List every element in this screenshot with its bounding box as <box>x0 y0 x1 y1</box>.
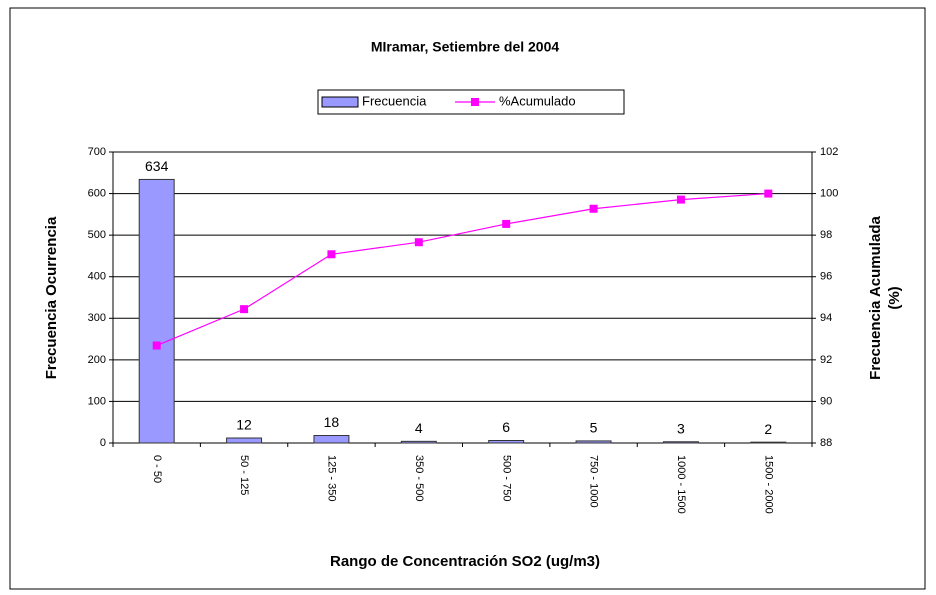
data-label: 5 <box>590 420 598 436</box>
marker <box>676 195 685 204</box>
bar <box>226 437 263 444</box>
y-tick-label: 500 <box>88 229 106 241</box>
marker <box>240 305 249 314</box>
y-tick-label: 100 <box>88 395 106 407</box>
bar <box>662 441 699 444</box>
legend-label: %Acumulado <box>499 93 576 108</box>
x-tick-label: 500 - 750 <box>500 455 512 501</box>
marker <box>502 219 511 228</box>
y2-tick-label: 102 <box>820 146 838 158</box>
y-tick-label: 600 <box>88 187 106 199</box>
marker <box>414 238 423 247</box>
y2-tick-label: 96 <box>820 271 832 283</box>
y-tick-label: 300 <box>88 312 106 324</box>
bar <box>138 178 175 444</box>
data-label: 4 <box>415 420 423 436</box>
legend-swatch <box>321 96 359 108</box>
marker <box>327 250 336 259</box>
legend-label: Frecuencia <box>362 93 427 108</box>
x-tick-label: 1500 - 2000 <box>762 455 774 514</box>
bar <box>488 440 525 444</box>
legend-marker <box>471 98 479 106</box>
data-label: 12 <box>236 417 252 433</box>
y2-axis-title: (%) <box>886 286 903 309</box>
y-tick-label: 700 <box>88 146 106 158</box>
y2-tick-label: 100 <box>820 187 838 199</box>
data-label: 18 <box>324 414 340 430</box>
y2-tick-label: 88 <box>820 437 832 449</box>
y-tick-label: 0 <box>100 437 106 449</box>
y-tick-label: 400 <box>88 271 106 283</box>
data-label: 2 <box>764 421 772 437</box>
y-tick-label: 200 <box>88 354 106 366</box>
marker <box>152 341 161 350</box>
bar <box>575 440 612 444</box>
bar <box>400 440 437 444</box>
bar <box>313 435 350 444</box>
bar <box>750 441 787 444</box>
marker <box>589 204 598 213</box>
line <box>156 192 769 347</box>
y2-tick-label: 94 <box>820 312 832 324</box>
y2-tick-label: 90 <box>820 395 832 407</box>
x-tick-label: 50 - 125 <box>238 455 250 495</box>
y-axis-title: Frecuencia Ocurrencia <box>43 216 60 379</box>
marker <box>764 189 773 198</box>
x-tick-label: 0 - 50 <box>151 455 163 483</box>
y2-axis-title: Frecuencia Acumulada <box>867 216 884 380</box>
x-tick-label: 350 - 500 <box>413 455 425 501</box>
y2-tick-label: 92 <box>820 354 832 366</box>
chart-title: MIramar, Setiembre del 2004 <box>371 39 560 55</box>
data-label: 634 <box>145 158 169 174</box>
y2-tick-label: 98 <box>820 229 832 241</box>
data-label: 6 <box>502 419 510 435</box>
x-tick-label: 125 - 350 <box>326 455 338 501</box>
x-axis-title: Rango de Concentración SO2 (ug/m3) <box>330 553 600 570</box>
x-tick-label: 750 - 1000 <box>588 455 600 508</box>
x-tick-label: 1000 - 1500 <box>675 455 687 514</box>
data-label: 3 <box>677 420 685 436</box>
